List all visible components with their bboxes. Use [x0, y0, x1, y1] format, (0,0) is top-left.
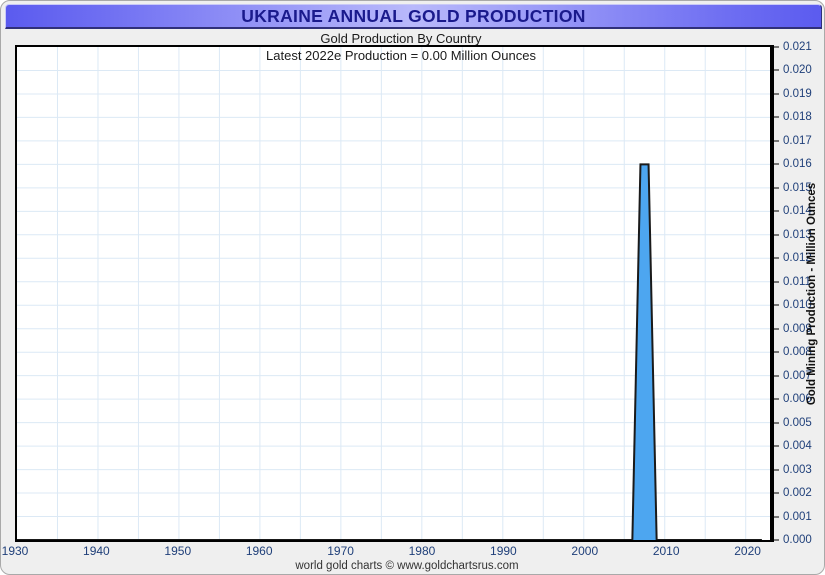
x-tick-label: 2020: [734, 544, 761, 558]
y-tick-mark: [772, 445, 779, 447]
x-tick-label: 1960: [245, 544, 273, 558]
y-tick-label: 0.008: [783, 346, 812, 359]
y-tick-mark: [772, 422, 779, 424]
y-tick-label: 0.018: [783, 111, 812, 124]
y-tick-label: 0.014: [783, 205, 812, 218]
y-tick-mark: [772, 257, 779, 259]
y-tick-mark: [772, 281, 779, 283]
x-axis-labels: 1930 1940 1950 1960 1970 1980 1990 2000 2010 2020: [2, 544, 772, 562]
y-axis-title: Gold Mining Production - Million Ounces: [802, 45, 822, 542]
x-tick-label: 1980: [408, 544, 436, 558]
y-tick-label: 0.002: [783, 487, 812, 500]
y-tick-label: 0.001: [783, 510, 812, 523]
y-axis: 0.000 0.001 0.002 0.003 0.004 0.005 0.006 0.007…: [772, 41, 817, 546]
y-tick-mark: [772, 398, 779, 400]
x-tick-label: 1950: [164, 544, 192, 558]
y-tick-mark: [772, 187, 779, 189]
footer-credit: world gold charts © www.goldchartsrus.co…: [295, 560, 519, 572]
y-tick-label: 0.017: [783, 134, 812, 147]
y-tick-mark: [772, 328, 779, 330]
y-tick-mark: [772, 46, 779, 48]
y-tick-label: 0.009: [783, 322, 812, 335]
y-tick-label: 0.005: [783, 416, 812, 429]
window-titlebar: UKRAINE ANNUAL GOLD PRODUCTION: [5, 4, 822, 29]
y-tick-label: 0.010: [783, 299, 812, 312]
plot-canvas: [15, 45, 772, 542]
y-tick-mark: [772, 492, 779, 494]
y-tick-label: 0.006: [783, 393, 812, 406]
y-tick-mark: [772, 375, 779, 377]
y-tick-mark: [772, 539, 779, 541]
y-tick-mark: [772, 516, 779, 518]
y-tick-mark: [772, 234, 779, 236]
y-tick-label: 0.021: [783, 41, 812, 53]
y-tick-label: 0.020: [783, 64, 812, 77]
x-tick-label: 1940: [83, 544, 110, 558]
y-axis-line: [772, 45, 774, 542]
y-tick-label: 0.004: [783, 440, 812, 453]
y-tick-label: 0.015: [783, 181, 812, 194]
y-axis-title-text: Gold Mining Production - Million Ounces: [806, 182, 819, 405]
x-tick-label: 1930: [1, 544, 29, 558]
x-tick-label: 2010: [652, 544, 680, 558]
y-tick-mark: [772, 304, 779, 306]
chart-plot-area: [15, 45, 772, 542]
chart-subtitle: Gold Production By Country: [320, 31, 482, 46]
y-tick-mark: [772, 69, 779, 71]
y-tick-label: 0.019: [783, 87, 812, 100]
y-tick-label: 0.012: [783, 252, 812, 265]
y-tick-label: 0.003: [783, 463, 812, 476]
chart-svg: [17, 47, 770, 540]
y-tick-mark: [772, 93, 779, 95]
x-tick-label: 2000: [571, 544, 599, 558]
y-tick-label: 0.013: [783, 228, 812, 241]
x-tick-label: 1970: [327, 544, 354, 558]
y-tick-mark: [772, 140, 779, 142]
x-tick-label: 1990: [490, 544, 517, 558]
y-tick-label: 0.011: [783, 275, 811, 288]
y-tick-mark: [772, 116, 779, 118]
y-tick-label: 0.000: [783, 534, 812, 546]
y-tick-mark: [772, 163, 779, 165]
y-tick-label: 0.007: [783, 369, 812, 382]
page-title: UKRAINE ANNUAL GOLD PRODUCTION: [241, 5, 586, 26]
y-tick-mark: [772, 469, 779, 471]
y-tick-mark: [772, 210, 779, 212]
y-tick-mark: [772, 351, 779, 353]
y-tick-label: 0.016: [783, 158, 812, 171]
